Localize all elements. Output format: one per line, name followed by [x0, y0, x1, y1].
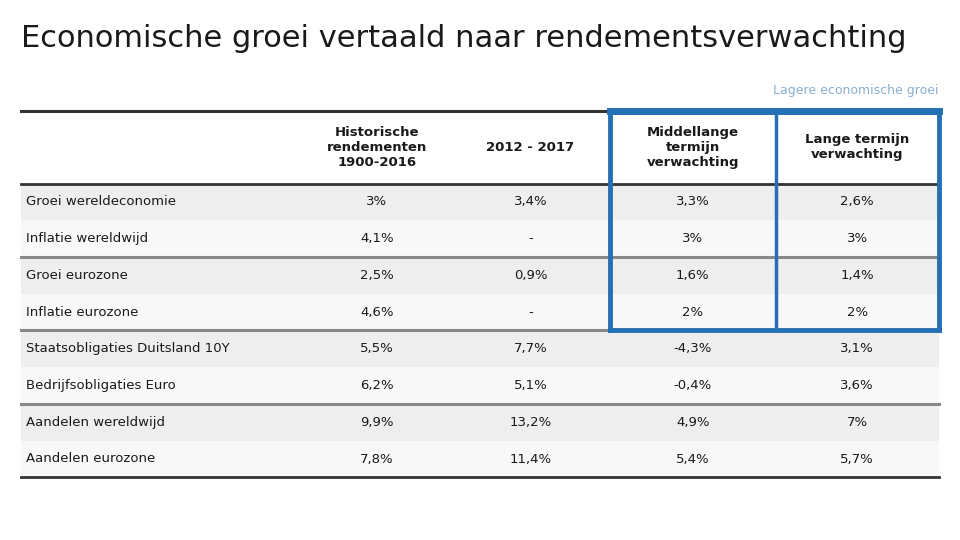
Text: Economische groei vertaald naar rendementsverwachting: Economische groei vertaald naar rendemen… — [21, 24, 906, 53]
Text: Lange termijn
verwachting: Lange termijn verwachting — [805, 133, 909, 161]
Text: 7%: 7% — [847, 416, 868, 429]
Text: Lagere economische groei: Lagere economische groei — [774, 84, 939, 97]
Text: 5,5%: 5,5% — [360, 342, 394, 355]
Text: 2%: 2% — [682, 306, 704, 319]
Text: -0,4%: -0,4% — [674, 379, 711, 392]
Text: 4,1%: 4,1% — [360, 232, 394, 245]
Text: 4,6%: 4,6% — [360, 306, 394, 319]
Text: 0,9%: 0,9% — [514, 269, 547, 282]
Text: 3%: 3% — [366, 195, 388, 208]
Text: 3,1%: 3,1% — [840, 342, 875, 355]
Text: 1,6%: 1,6% — [676, 269, 709, 282]
Text: Groei eurozone: Groei eurozone — [26, 269, 128, 282]
Text: Staatsobligaties Duitsland 10Y: Staatsobligaties Duitsland 10Y — [26, 342, 229, 355]
Text: Aandelen eurozone: Aandelen eurozone — [26, 453, 156, 465]
Text: 3,4%: 3,4% — [514, 195, 547, 208]
Text: Historische
rendementen
1900-2016: Historische rendementen 1900-2016 — [326, 126, 427, 168]
Text: Inflatie eurozone: Inflatie eurozone — [26, 306, 138, 319]
Text: Inflatie wereldwijd: Inflatie wereldwijd — [26, 232, 148, 245]
Text: 11,4%: 11,4% — [510, 453, 551, 465]
Text: 7,7%: 7,7% — [514, 342, 547, 355]
Text: 2,6%: 2,6% — [840, 195, 875, 208]
Text: 2,5%: 2,5% — [360, 269, 394, 282]
Text: Groei wereldeconomie: Groei wereldeconomie — [26, 195, 176, 208]
Text: Aandelen wereldwijd: Aandelen wereldwijd — [26, 416, 165, 429]
Text: 7,8%: 7,8% — [360, 453, 394, 465]
Text: 3,6%: 3,6% — [840, 379, 875, 392]
Text: 13,2%: 13,2% — [509, 416, 552, 429]
Text: 5,7%: 5,7% — [840, 453, 875, 465]
Text: 3%: 3% — [682, 232, 704, 245]
Text: 2012 - 2017: 2012 - 2017 — [487, 140, 574, 154]
Text: 4,9%: 4,9% — [676, 416, 709, 429]
Text: 5,1%: 5,1% — [514, 379, 547, 392]
Text: 1,4%: 1,4% — [840, 269, 875, 282]
Text: -: - — [528, 232, 533, 245]
Text: 2%: 2% — [847, 306, 868, 319]
Text: Bedrijfsobligaties Euro: Bedrijfsobligaties Euro — [26, 379, 176, 392]
Text: 6,2%: 6,2% — [360, 379, 394, 392]
Text: 9,9%: 9,9% — [360, 416, 394, 429]
Text: -: - — [528, 306, 533, 319]
Text: 3,3%: 3,3% — [676, 195, 709, 208]
Text: Middellange
termijn
verwachting: Middellange termijn verwachting — [646, 126, 739, 168]
Text: 5,4%: 5,4% — [676, 453, 709, 465]
Text: -4,3%: -4,3% — [674, 342, 711, 355]
Text: 3%: 3% — [847, 232, 868, 245]
